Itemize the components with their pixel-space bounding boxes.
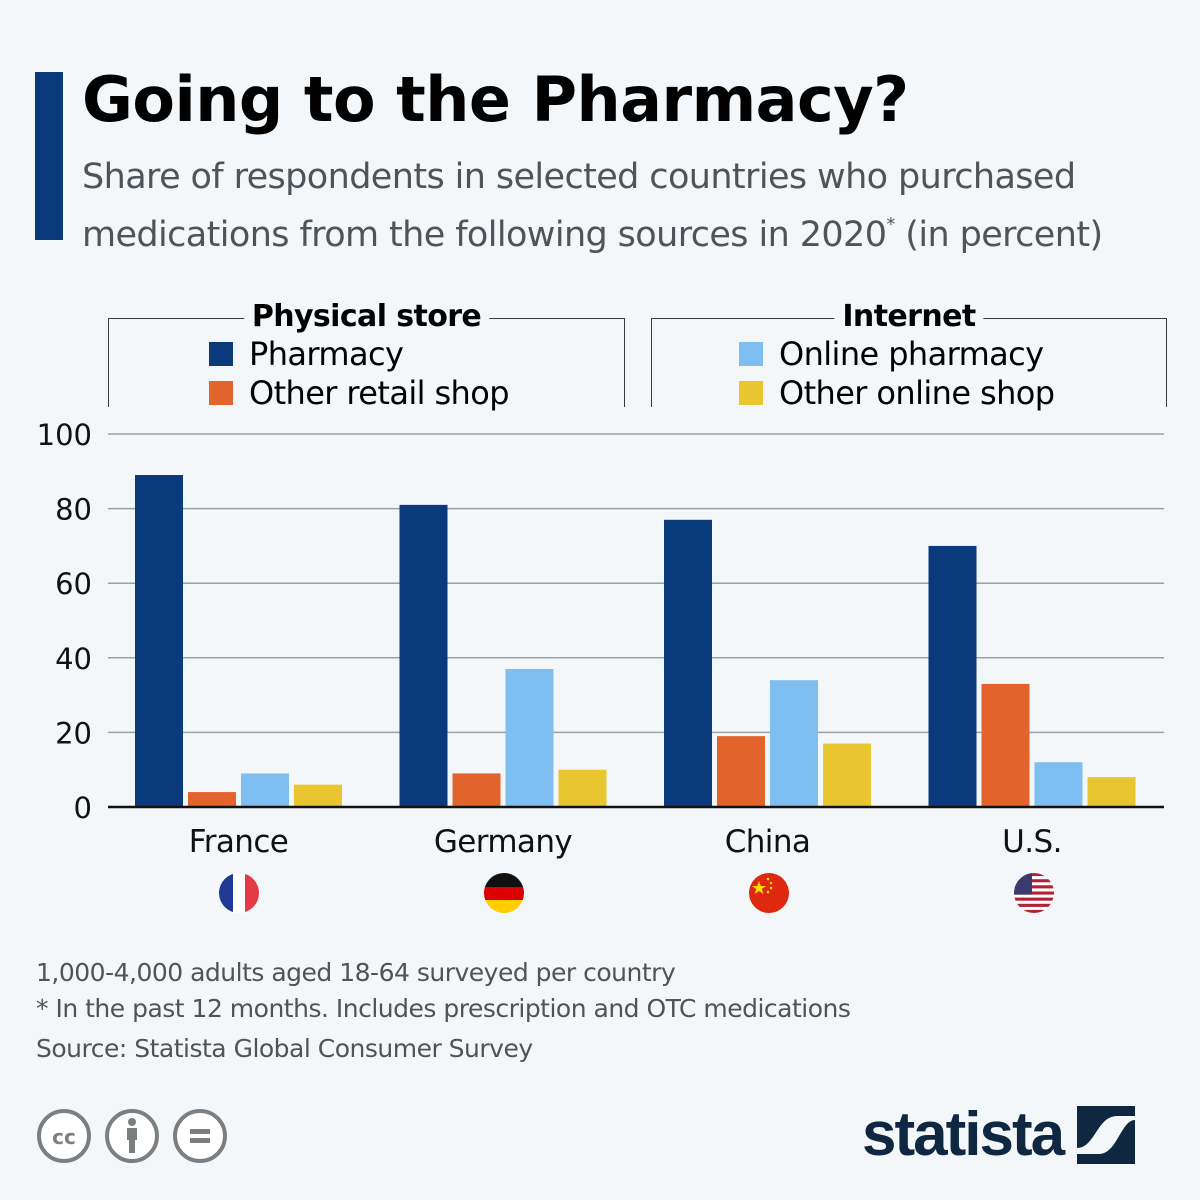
y-tick-label: 60: [55, 567, 92, 601]
chart-title: Going to the Pharmacy?: [82, 63, 909, 136]
x-category-label: U.S.: [1002, 824, 1062, 860]
legend-item-other-retail-shop: Other retail shop: [209, 374, 510, 412]
legend-label: Online pharmacy: [779, 335, 1044, 373]
bar-france-pharmacy: [135, 475, 183, 807]
flag-china-icon: [749, 873, 789, 913]
bar-germany-online-pharmacy: [505, 668, 554, 807]
subtitle-line2: medications from the following sources i…: [82, 215, 887, 255]
bar-us-other-online-shop: [1087, 777, 1136, 807]
bar-germany-other-online-shop: [558, 769, 607, 807]
statista-logo[interactable]: statista: [862, 1100, 1136, 1170]
legend-label: Other retail shop: [249, 374, 510, 412]
subtitle-footnote-marker: *: [886, 214, 895, 235]
source-note: Source: Statista Global Consumer Survey: [36, 1034, 533, 1063]
y-tick-label: 100: [37, 418, 92, 452]
statista-logo-text: statista: [862, 1100, 1065, 1169]
attribution-icon[interactable]: [104, 1108, 160, 1164]
x-category-label: France: [189, 824, 288, 860]
bar-us-online-pharmacy: [1034, 762, 1083, 807]
legend-label: Other online shop: [779, 374, 1055, 412]
legend-heading-physical-store: Physical store: [243, 299, 490, 335]
bar-us-other-retail-shop: [981, 683, 1030, 807]
x-category-label: China: [725, 824, 811, 860]
bar-germany-pharmacy: [399, 504, 448, 807]
y-tick-label: 80: [55, 493, 92, 527]
chart-subtitle: Share of respondents in selected countri…: [82, 154, 1182, 259]
subtitle-line2-end: (in percent): [894, 215, 1103, 255]
pharmacy-swatch-icon: [209, 342, 233, 366]
other-online-shop-swatch-icon: [739, 381, 763, 405]
bars: [135, 475, 1136, 807]
license-icons: cc: [36, 1108, 228, 1164]
legend-label: Pharmacy: [249, 335, 404, 373]
bar-france-other-retail-shop: [188, 792, 236, 807]
x-category-label: Germany: [434, 824, 573, 860]
legend-group-physical-store: Physical store Pharmacy Other retail sho…: [108, 299, 625, 412]
statista-logo-mark-icon: [1077, 1106, 1136, 1164]
bar-china-pharmacy: [664, 519, 712, 807]
y-tick-label: 40: [55, 642, 92, 676]
subtitle-line1: Share of respondents in selected countri…: [82, 157, 1076, 197]
other-retail-shop-swatch-icon: [209, 381, 233, 405]
bar-china-online-pharmacy: [770, 680, 818, 807]
title-accent-bar: [35, 72, 63, 240]
footnotes: 1,000-4,000 adults aged 18-64 surveyed p…: [36, 955, 851, 1067]
bar-germany-other-retail-shop: [452, 773, 501, 807]
asterisk-note: * In the past 12 months. Includes prescr…: [36, 994, 851, 1023]
bar-us-pharmacy: [928, 545, 977, 807]
flag-germany-icon: [484, 873, 524, 913]
y-axis-tick-labels: 0 20 40 60 80 100: [37, 418, 92, 825]
x-axis-category-labels: France Germany China U.S.: [189, 824, 1063, 860]
bar-chart: 0 20 40 60 80 100 France Germany China U.S.: [37, 418, 1164, 860]
flag-france-icon: [219, 873, 259, 913]
creative-commons-icon[interactable]: cc: [36, 1108, 92, 1164]
legend-item-online-pharmacy: Online pharmacy: [739, 335, 1044, 373]
flag-us-icon: [1014, 873, 1054, 913]
legend-item-other-online-shop: Other online shop: [739, 374, 1055, 412]
legend-item-pharmacy: Pharmacy: [209, 335, 404, 373]
bar-china-other-retail-shop: [717, 736, 765, 807]
legend-group-internet: Internet Online pharmacy Other online sh…: [651, 299, 1167, 412]
svg-text:cc: cc: [52, 1125, 76, 1149]
online-pharmacy-swatch-icon: [739, 342, 763, 366]
y-tick-label: 20: [55, 716, 92, 750]
no-derivatives-icon[interactable]: [172, 1108, 228, 1164]
y-tick-label: 0: [74, 791, 92, 825]
bar-china-other-online-shop: [823, 743, 871, 807]
legend-heading-internet: Internet: [834, 299, 984, 335]
bar-france-other-online-shop: [294, 784, 342, 807]
survey-note: 1,000-4,000 adults aged 18-64 surveyed p…: [36, 958, 676, 987]
bar-france-online-pharmacy: [241, 773, 289, 807]
